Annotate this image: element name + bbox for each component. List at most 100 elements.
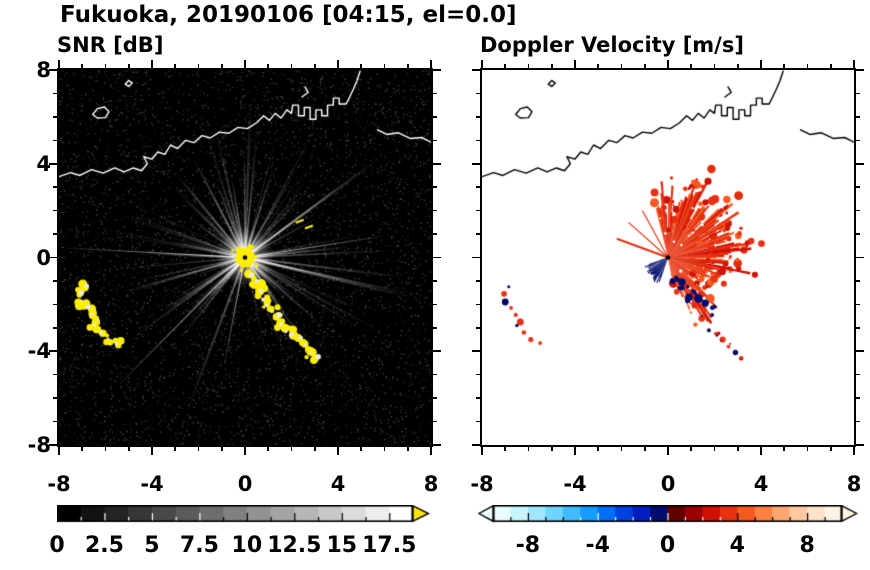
axis-tick — [58, 447, 60, 455]
axis-tick — [736, 447, 739, 451]
axis-tick — [290, 447, 293, 451]
axis-tick — [383, 447, 386, 451]
colorbar-tick-label: 0 — [49, 533, 65, 558]
axis-tick — [220, 447, 223, 451]
axis-tick — [267, 64, 270, 68]
axis-tick — [856, 303, 860, 306]
axis-tick — [472, 350, 480, 353]
y-tick-label: -4 — [27, 339, 51, 364]
axis-tick — [690, 447, 693, 451]
figure-title: Fukuoka, 20190106 [04:15, el=0.0] — [60, 2, 517, 28]
axis-tick — [53, 327, 57, 329]
axis-tick — [433, 69, 441, 71]
axis-tick — [690, 64, 693, 68]
axis-tick — [829, 64, 832, 68]
colorbar-tick-label: 10 — [231, 533, 263, 558]
axis-tick — [433, 209, 437, 212]
axis-tick — [783, 64, 786, 68]
axis-tick — [433, 327, 437, 329]
axis-tick — [406, 64, 409, 68]
colorbar-tick-label: 8 — [799, 533, 815, 558]
x-tick-label: -8 — [470, 472, 494, 496]
axis-tick — [829, 447, 832, 451]
axis-tick — [574, 60, 576, 68]
axis-tick — [856, 209, 860, 212]
axis-tick — [476, 303, 480, 306]
colorbar-tick-label: 2.5 — [84, 533, 124, 558]
snr-plot-canvas — [59, 70, 431, 445]
y-tick-label: 8 — [36, 58, 51, 82]
colorbar-tick-label: 17.5 — [362, 533, 417, 558]
colorbar-tick-label: 5 — [144, 533, 160, 558]
axis-tick — [476, 92, 480, 95]
y-tick-label: -8 — [27, 433, 51, 457]
axis-tick — [433, 373, 437, 376]
axis-tick — [53, 280, 57, 282]
x-tick-label: -4 — [563, 472, 587, 496]
x-tick-label: 8 — [423, 472, 439, 496]
axis-tick — [433, 256, 441, 259]
axis-tick — [856, 280, 860, 282]
axis-tick — [806, 447, 809, 451]
axis-tick — [151, 60, 153, 68]
axis-tick — [667, 60, 669, 68]
axis-tick — [643, 447, 646, 451]
x-tick-label: 0 — [237, 472, 253, 496]
axis-tick — [736, 64, 739, 68]
x-tick-label: 8 — [846, 472, 862, 496]
snr-colorbar-labels: 0 2.5 5 7.5 10 12.5 15 17.5 — [0, 533, 870, 567]
axis-tick — [550, 447, 553, 451]
colorbar-tick-label: -4 — [585, 533, 610, 558]
axis-tick — [81, 64, 84, 68]
axis-tick — [433, 92, 437, 95]
axis-tick — [174, 447, 177, 451]
axis-tick — [433, 139, 437, 142]
axis-tick — [337, 447, 339, 455]
axis-tick — [527, 64, 530, 68]
axis-tick — [53, 233, 57, 235]
axis-tick — [433, 397, 437, 399]
axis-tick — [430, 447, 432, 455]
axis-tick — [713, 64, 716, 68]
axis-tick — [290, 64, 293, 68]
axis-tick — [481, 60, 483, 68]
axis-tick — [472, 162, 480, 165]
snr-colorbar — [57, 505, 431, 523]
axis-tick — [597, 447, 600, 451]
axis-tick — [53, 209, 57, 212]
x-tick-label: -4 — [140, 472, 164, 496]
axis-tick — [856, 162, 864, 165]
axis-tick — [783, 447, 786, 451]
axis-tick — [433, 233, 437, 235]
axis-tick — [620, 64, 623, 68]
axis-tick — [53, 373, 57, 376]
axis-tick — [476, 397, 480, 399]
axis-tick — [337, 60, 339, 68]
axis-tick — [760, 60, 762, 68]
doppler-colorbar — [478, 505, 858, 523]
axis-tick — [620, 447, 623, 451]
colorbar-tick-label: -8 — [515, 533, 541, 558]
x-tick-label: 4 — [330, 472, 346, 496]
axis-tick — [472, 69, 480, 71]
axis-tick — [527, 447, 530, 451]
axis-tick — [856, 186, 860, 188]
axis-tick — [81, 447, 84, 451]
axis-tick — [853, 60, 855, 68]
axis-tick — [53, 116, 57, 118]
axis-tick — [267, 447, 270, 451]
colorbar-tick-label: 4 — [729, 533, 745, 558]
axis-tick — [481, 447, 483, 455]
axis-tick — [476, 139, 480, 142]
axis-tick — [574, 447, 576, 455]
colorbar-tick-label: 12.5 — [267, 533, 322, 558]
axis-tick — [713, 447, 716, 451]
axis-tick — [313, 64, 316, 68]
axis-tick — [476, 327, 480, 329]
axis-tick — [856, 420, 860, 423]
axis-tick — [360, 64, 363, 68]
axis-tick — [856, 139, 860, 142]
axis-tick — [104, 64, 107, 68]
x-tick-label: 0 — [660, 472, 676, 496]
